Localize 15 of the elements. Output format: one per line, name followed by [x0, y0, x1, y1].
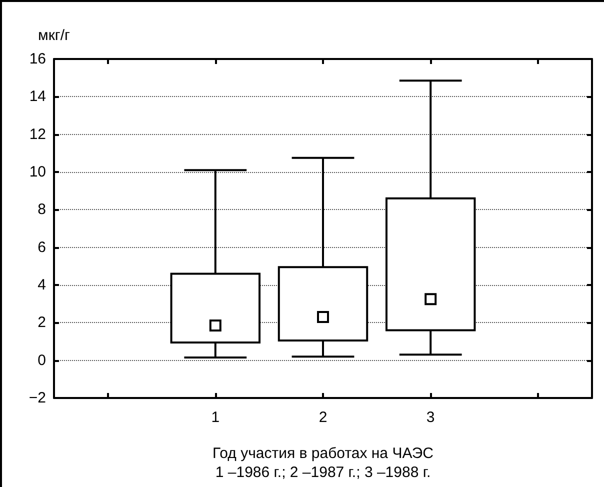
x-tick-label: 1 — [211, 409, 220, 426]
y-tick-label: 12 — [29, 126, 46, 143]
y-tick-label: 14 — [29, 88, 46, 106]
y-tick-label: 2 — [38, 314, 46, 332]
x-axis-title: Год участия в работах на ЧАЭС 1 –1986 г.; 2 –1987 г.; 3 –1988 г. — [212, 445, 434, 481]
y-tick-label: 0 — [38, 352, 46, 369]
y-tick-label: 4 — [38, 276, 46, 294]
x-tick-label: 2 — [318, 409, 328, 426]
y-tick-label: 10 — [29, 164, 46, 180]
y-tick-label: 6 — [38, 238, 46, 256]
x-tick-label: 3 — [426, 409, 435, 426]
y-tick-label: 16 — [29, 50, 46, 68]
y-axis-title: мкг/г — [38, 27, 71, 44]
y-tick-label: 8 — [38, 201, 46, 218]
y-tick-label: −2 — [28, 390, 46, 406]
